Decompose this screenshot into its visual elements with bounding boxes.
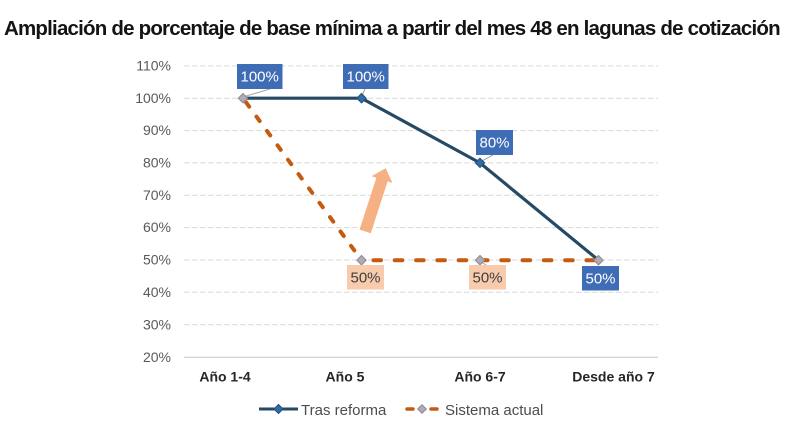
svg-text:Año 6-7: Año 6-7: [454, 368, 506, 384]
svg-text:Desde año 7: Desde año 7: [572, 368, 655, 384]
svg-text:Tras reforma: Tras reforma: [301, 402, 387, 419]
svg-text:80%: 80%: [479, 135, 509, 152]
svg-text:100%: 100%: [347, 69, 385, 86]
svg-text:50%: 50%: [350, 270, 380, 287]
svg-text:110%: 110%: [136, 58, 171, 74]
svg-text:50%: 50%: [585, 271, 615, 288]
svg-text:Año 1-4: Año 1-4: [199, 368, 251, 384]
svg-text:100%: 100%: [135, 90, 171, 106]
svg-text:80%: 80%: [143, 155, 171, 171]
svg-text:40%: 40%: [143, 284, 171, 300]
svg-text:50%: 50%: [143, 252, 171, 268]
svg-text:Sistema actual: Sistema actual: [445, 402, 543, 419]
svg-text:70%: 70%: [143, 187, 171, 203]
svg-text:Año 5: Año 5: [326, 368, 365, 384]
svg-text:60%: 60%: [143, 219, 171, 235]
svg-text:100%: 100%: [241, 69, 279, 86]
svg-text:30%: 30%: [143, 316, 171, 332]
svg-text:50%: 50%: [472, 270, 502, 287]
svg-text:90%: 90%: [143, 122, 171, 138]
svg-text:20%: 20%: [143, 349, 171, 365]
